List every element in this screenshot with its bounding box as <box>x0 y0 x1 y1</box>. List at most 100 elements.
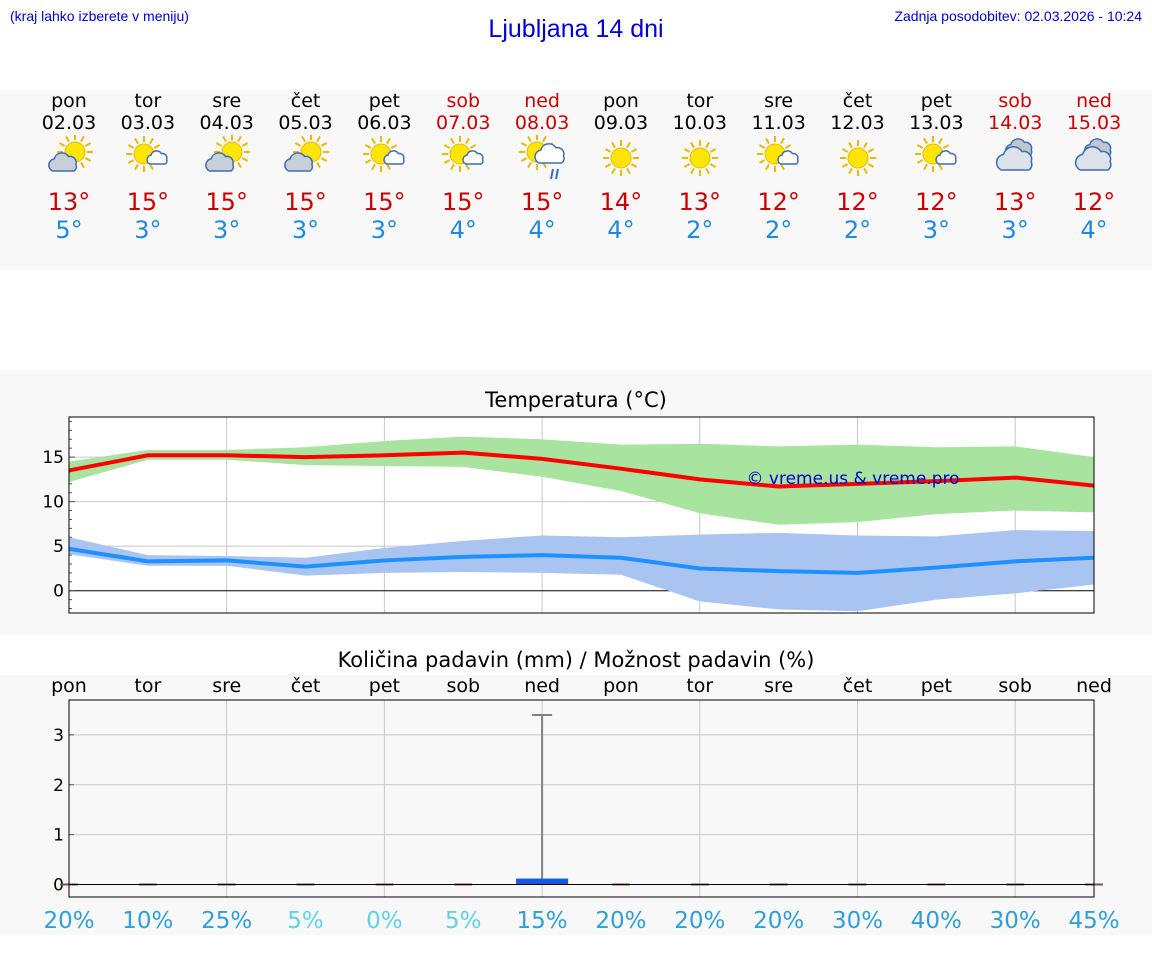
min-temp: 4° <box>528 216 556 244</box>
day-date: 12.03 <box>830 112 885 134</box>
y-tick-label: 0 <box>53 582 64 602</box>
y-tick-label: 3 <box>53 726 64 746</box>
day-date: 14.03 <box>987 112 1043 134</box>
precip-bar <box>516 878 569 885</box>
day-date: 04.03 <box>199 112 254 134</box>
max-temp: 12° <box>836 188 879 216</box>
max-temp: 13° <box>47 188 91 216</box>
max-temp: 15° <box>363 188 406 216</box>
max-temp-line <box>68 450 1095 489</box>
precip-probability: 5% <box>445 908 482 934</box>
sun-cloud-rain-icon <box>518 135 565 180</box>
max-temp-range-band <box>69 436 1095 525</box>
day-name: tor <box>134 90 162 112</box>
max-temp: 15° <box>284 188 327 216</box>
min-temp: 5° <box>55 216 83 244</box>
day-name: sob <box>446 90 481 112</box>
x-category-label: ned <box>524 675 560 697</box>
day-column: sob 07.03 15° 4° <box>424 90 503 265</box>
x-category-label: pet <box>921 675 952 697</box>
day-date: 05.03 <box>278 112 333 134</box>
cloud-sun-icon <box>47 135 93 172</box>
day-name: ned <box>524 90 560 112</box>
max-temp: 14° <box>599 188 643 216</box>
x-category-label: čet <box>291 675 321 697</box>
precip-probability: 25% <box>201 908 252 934</box>
plot-frame <box>68 416 1095 614</box>
precipitation-chart: pon tor sre čet pet sob ned pon tor sre čet pet sob n… <box>43 675 1119 934</box>
precipitation-chart-title: Količina padavin (mm) / Možnost padavin … <box>337 648 815 672</box>
day-column: pet 06.03 15° 3° <box>345 90 424 265</box>
sun-cloud-icon <box>362 136 405 172</box>
x-category-label: tor <box>134 675 161 697</box>
max-temp: 15° <box>126 188 170 216</box>
min-temp: 4° <box>1080 216 1108 244</box>
temperature-chart: 0 5 10 15 © vreme.us & vreme.pro <box>42 416 1095 614</box>
plot-frame <box>68 699 1095 898</box>
x-category-label: sre <box>764 675 793 697</box>
cloud-sun-icon <box>205 135 251 172</box>
day-name: pon <box>51 90 87 112</box>
y-tick-label: 2 <box>53 776 64 796</box>
sun-icon <box>840 140 876 176</box>
x-category-label: sob <box>446 675 480 697</box>
day-name: čet <box>290 90 321 112</box>
precip-probability: 0% <box>366 908 403 934</box>
max-temp: 15° <box>205 188 248 216</box>
sun-cloud-icon <box>441 136 484 172</box>
day-column: pon 02.03 13° 5° <box>30 90 109 265</box>
last-update: Zadnja posodobitev: 02.03.2026 - 10:24 <box>894 8 1142 24</box>
day-column: pet 13.03 12° 3° <box>897 90 976 265</box>
x-category-label: ned <box>1076 675 1112 697</box>
min-temp: 3° <box>1001 216 1029 244</box>
precip-probability: 20% <box>674 908 725 934</box>
page-title: Ljubljana 14 dni <box>488 15 664 43</box>
days-row: pon 02.03 13° 5° tor 03.03 15° 3° sre 04.03 15° 3° č… <box>0 90 1152 270</box>
min-temp: 3° <box>134 216 162 244</box>
x-category-label: pon <box>603 675 639 697</box>
min-temp: 2° <box>686 216 714 244</box>
day-date: 06.03 <box>357 112 412 134</box>
sun-cloud-icon <box>757 136 799 172</box>
min-temp-line <box>68 546 1095 575</box>
day-name: pet <box>368 90 400 112</box>
day-date: 02.03 <box>41 112 97 134</box>
min-temp-range-band <box>69 530 1095 612</box>
min-temp: 3° <box>291 216 320 244</box>
day-column: pon 09.03 14° 4° <box>581 90 660 265</box>
sun-cloud-icon <box>914 136 957 172</box>
day-name: čet <box>842 90 873 112</box>
y-tick-label: 10 <box>42 493 64 513</box>
sun-icon <box>682 140 719 176</box>
precip-probability: 20% <box>753 908 804 934</box>
y-tick-label: 0 <box>53 876 64 896</box>
cloudy-icon <box>995 138 1033 171</box>
min-temp: 4° <box>449 216 477 244</box>
precip-probability: 40% <box>911 908 962 934</box>
day-date: 08.03 <box>514 112 570 134</box>
day-column: sob 14.03 13° 3° <box>976 90 1055 265</box>
daily-forecast-panel: pon 02.03 13° 5° tor 03.03 15° 3° sre 04.03 15° 3° č… <box>0 90 1152 270</box>
min-temp: 3° <box>213 216 241 244</box>
precip-probability: 45% <box>1068 908 1119 934</box>
precip-probability: 20% <box>595 908 646 934</box>
day-date: 13.03 <box>909 112 964 134</box>
precip-probability: 15% <box>517 908 568 934</box>
max-temp: 12° <box>757 188 800 216</box>
day-column: sre 11.03 12° 2° <box>739 90 818 265</box>
y-tick-label: 1 <box>53 826 64 846</box>
max-temp: 12° <box>1072 188 1116 216</box>
max-temp: 13° <box>678 188 722 216</box>
precip-probability: 30% <box>990 908 1041 934</box>
y-tick-label: 5 <box>53 537 64 557</box>
day-column: čet 05.03 15° 3° <box>266 90 345 265</box>
min-temp: 2° <box>765 216 793 244</box>
day-name: pon <box>603 90 639 112</box>
menu-hint: (kraj lahko izberete v meniju) <box>10 8 189 24</box>
min-temp: 3° <box>370 216 399 244</box>
day-column: sre 04.03 15° 3° <box>187 90 266 265</box>
precip-probability: 10% <box>122 908 173 934</box>
precip-probability: 5% <box>287 908 324 934</box>
max-temp: 13° <box>993 188 1037 216</box>
day-name: sre <box>764 90 794 112</box>
